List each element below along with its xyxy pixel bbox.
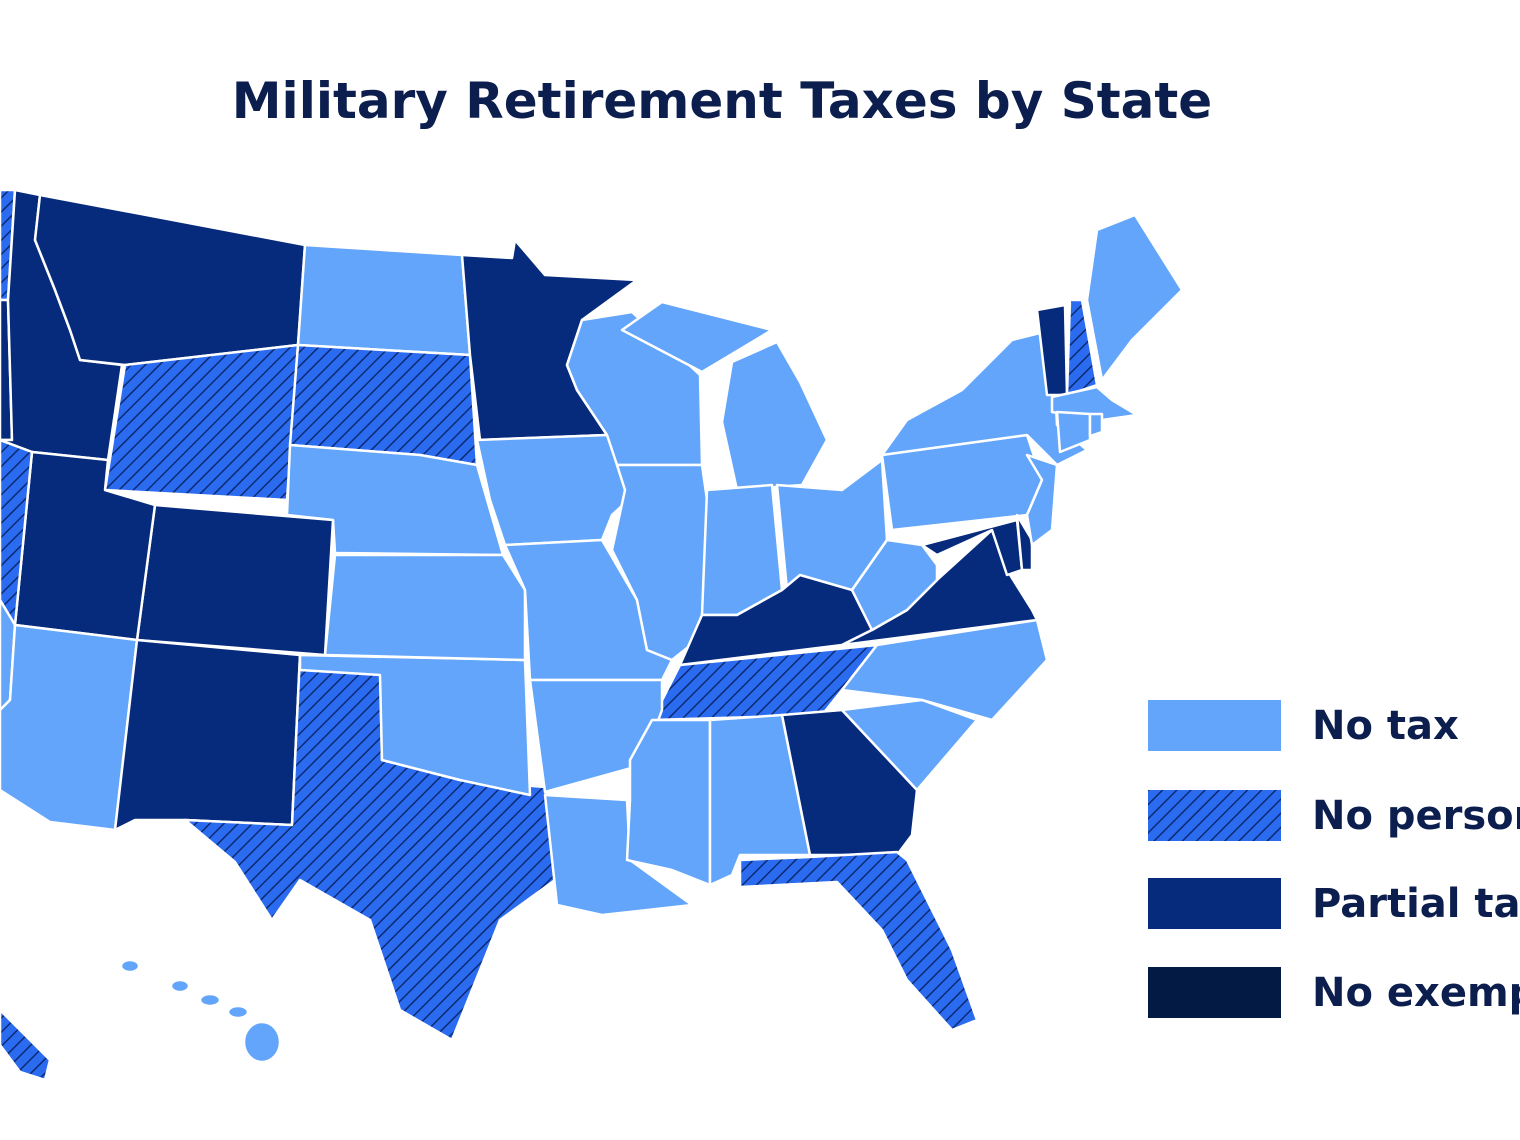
state [169,978,191,994]
state [113,638,302,832]
state [850,538,939,632]
state [298,653,532,797]
state [840,618,1049,722]
state [720,340,829,492]
state [1015,513,1034,572]
legend: No tax No person Partial ta No exemp [1148,700,1520,1018]
state [1065,298,1099,397]
state [33,193,307,367]
state [0,1008,52,1082]
legend-swatch [1148,878,1281,929]
state [0,623,139,832]
state [1085,213,1184,382]
state [1088,412,1104,438]
legend-label: No exemp [1312,970,1520,1016]
us-states [0,188,1184,1082]
map-title: Military Retirement Taxes by State [232,72,1212,130]
state [242,1020,282,1064]
state [296,243,472,357]
state [198,992,222,1008]
state [543,793,694,917]
legend-label: Partial ta [1312,881,1520,927]
state [323,553,527,662]
state [226,1004,250,1020]
legend-label: No person [1312,793,1520,839]
state [103,343,300,502]
state [1055,410,1092,454]
state [620,300,774,374]
legend-swatch [1148,967,1281,1018]
legend-swatch [1148,790,1281,841]
state [610,463,709,662]
legend-swatch [1148,700,1281,751]
state [119,958,141,974]
legend-label: No tax [1312,703,1459,749]
state [625,718,712,887]
state [738,850,979,1032]
state [135,503,335,657]
state [840,698,979,792]
